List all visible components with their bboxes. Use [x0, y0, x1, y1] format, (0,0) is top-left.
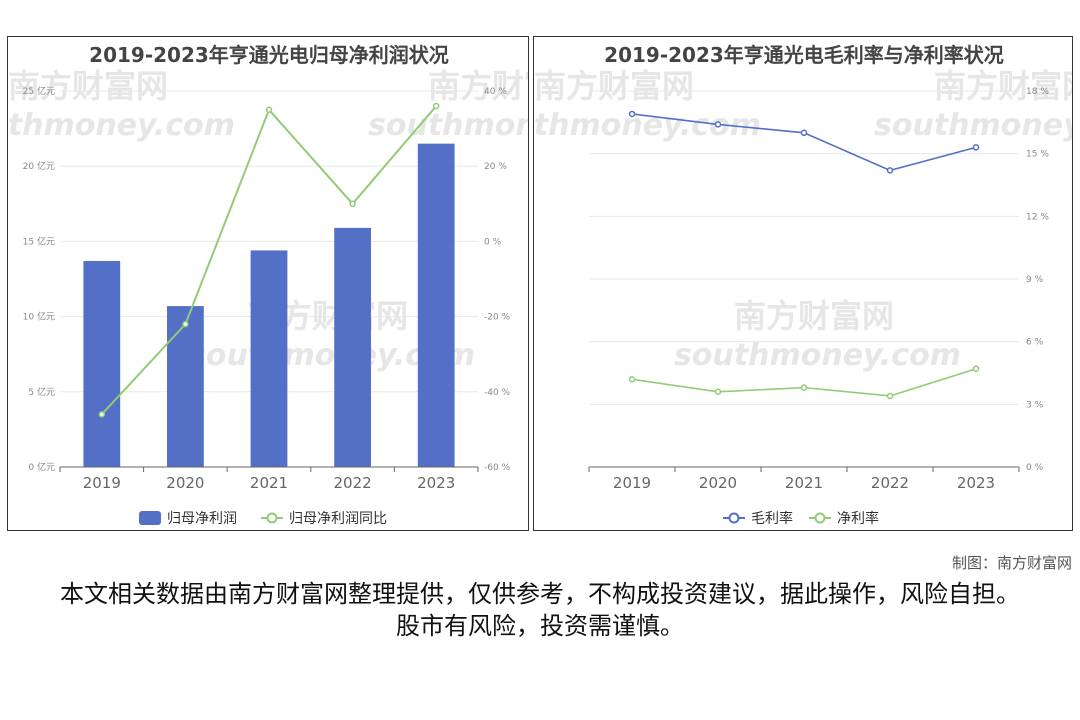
net-margin-point-2021: [800, 384, 808, 391]
chart-title: 2019-2023年亨通光电毛利率与净利率状况: [604, 43, 1004, 67]
disclaimer-text: 本文相关数据由南方财富网整理提供，仅供参考，不构成投资建议，据此操作，风险自担。…: [60, 580, 1020, 640]
legend-label-net-profit: 归母净利润: [167, 510, 237, 527]
yoy-point-2020: [182, 320, 189, 328]
x-tick-label: 2020: [699, 474, 737, 492]
left-y-axis-ticks: 0 亿元 5 亿元 10 亿元 15 亿元 20 亿元 25 亿元: [23, 85, 55, 473]
chart-title: 2019-2023年亨通光电归母净利润状况: [89, 43, 449, 67]
y-tick-label: 0 亿元: [28, 461, 55, 473]
gross-margin-point-2023: [972, 144, 980, 151]
legend[interactable]: 归母净利润 归母净利润同比: [139, 510, 387, 527]
bar-2020: [167, 306, 204, 467]
legend-label-net-margin: 净利率: [837, 510, 879, 527]
watermark-en: southmoney.com: [874, 108, 1073, 143]
legend-bar-swatch: [139, 511, 161, 525]
yoy-point-2022: [349, 200, 356, 208]
watermark-cn: 南方财富网: [934, 67, 1073, 105]
net-margin-point-2020: [714, 388, 722, 396]
margin-chart-panel: 南方财富网southmoney.com南方财富网southmoney.com南方…: [533, 36, 1073, 531]
bar-2021: [250, 250, 288, 467]
x-axis: 2019 2020 2021 2022 2023: [59, 466, 479, 492]
watermark-cn: 南方财富网: [8, 67, 168, 105]
net-profit-chart: 南方财富网southmoney.com南方财富网southmoney.com南方…: [8, 43, 529, 527]
y-tick-label: 25 亿元: [23, 85, 55, 97]
x-tick-label: 2023: [417, 474, 455, 492]
y2-tick-label: 12 %: [1026, 212, 1049, 222]
y2-tick-label: 40 %: [484, 87, 507, 97]
line-series: [628, 110, 980, 400]
legend[interactable]: 毛利率 净利率: [723, 510, 879, 527]
y2-tick-label: 18 %: [1026, 87, 1049, 97]
y2-tick-label: -60 %: [484, 463, 511, 473]
legend-label-yoy: 归母净利润同比: [289, 510, 387, 527]
legend-line-marker: [266, 512, 278, 524]
yoy-point-2023: [432, 102, 440, 110]
x-tick-label: 2019: [83, 474, 121, 492]
y-tick-label: 20 亿元: [23, 160, 55, 172]
bar-2022: [334, 227, 371, 467]
chart-credit: 制图：南方财富网: [951, 554, 1072, 572]
y2-tick-label: 9 %: [1026, 275, 1044, 285]
x-tick-label: 2022: [334, 474, 372, 492]
net-margin-point-2023: [972, 365, 980, 373]
right-y-axis-ticks: -60 % -40 % -20 % 0 % 20 % 40 %: [484, 87, 511, 473]
x-axis: 2019 2020 2021 2022 2023: [588, 466, 1020, 492]
x-tick-label: 2019: [613, 474, 651, 492]
net-margin-point-2022: [886, 392, 894, 400]
y2-tick-label: -40 %: [484, 388, 511, 398]
bar-series: [83, 143, 455, 467]
x-tick-label: 2021: [785, 474, 823, 492]
gross-margin-point-2019: [628, 110, 636, 118]
y2-tick-label: 20 %: [484, 162, 507, 172]
legend-gross-margin-marker: [728, 512, 740, 524]
legend-label-gross-margin: 毛利率: [751, 510, 793, 527]
watermark-cn: 南方财富网: [534, 67, 694, 105]
watermark-cn: 南方财富网: [428, 67, 529, 105]
watermark-en: southmoney.com: [368, 108, 529, 143]
yoy-point-2019: [98, 411, 106, 418]
gross-margin-point-2021: [800, 129, 808, 137]
watermark-en: southmoney.com: [674, 338, 961, 373]
y2-tick-label: -20 %: [484, 313, 511, 323]
x-tick-label: 2020: [166, 474, 204, 492]
y2-tick-label: 0 %: [1026, 463, 1044, 473]
legend-net-margin-marker: [814, 512, 826, 524]
y2-tick-label: 3 %: [1026, 400, 1044, 410]
watermark-layer: 南方财富网southmoney.com南方财富网southmoney.com南方…: [534, 67, 1073, 373]
y-tick-label: 5 亿元: [28, 386, 55, 398]
y2-tick-label: 15 %: [1026, 150, 1049, 160]
y2-tick-label: 0 %: [484, 237, 502, 247]
x-tick-label: 2021: [250, 474, 288, 492]
bar-2023: [417, 143, 455, 467]
y-tick-label: 10 亿元: [23, 311, 55, 323]
watermark-en: southmoney.com: [8, 108, 235, 143]
net-profit-chart-panel: 南方财富网southmoney.com南方财富网southmoney.com南方…: [7, 36, 529, 531]
grid-lines: [589, 90, 1019, 405]
bar-2019: [83, 260, 121, 467]
y2-tick-label: 6 %: [1026, 338, 1044, 348]
net-margin-point-2019: [628, 376, 636, 383]
x-tick-label: 2023: [957, 474, 995, 492]
right-y-axis-ticks: 0 % 3 % 6 % 9 % 12 % 15 % 18 %: [1026, 87, 1049, 473]
gross-margin-point-2020: [714, 121, 722, 128]
gross-margin-point-2022: [886, 167, 894, 174]
margin-chart: 南方财富网southmoney.com南方财富网southmoney.com南方…: [534, 43, 1073, 527]
watermark-cn: 南方财富网: [734, 297, 894, 335]
line-series: [98, 102, 440, 418]
yoy-point-2021: [265, 106, 273, 114]
y-tick-label: 15 亿元: [23, 235, 55, 247]
x-tick-label: 2022: [871, 474, 909, 492]
